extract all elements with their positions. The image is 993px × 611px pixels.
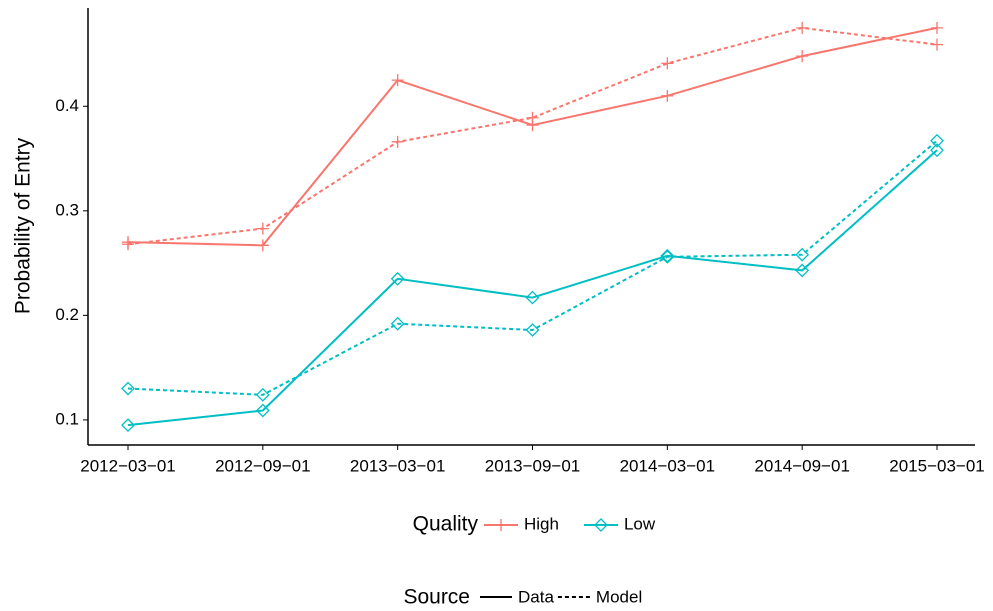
marker — [660, 249, 675, 264]
marker — [796, 21, 809, 34]
y-tick-label: 0.2 — [55, 305, 79, 324]
legend-label: Model — [596, 587, 642, 606]
series-line — [127, 149, 938, 427]
marker — [121, 418, 135, 433]
series-line — [127, 140, 938, 396]
x-tick-label: 2013−09−01 — [485, 456, 581, 475]
marker — [660, 248, 675, 263]
y-tick-label: 0.3 — [55, 200, 79, 219]
legend-label: High — [524, 514, 559, 533]
marker — [526, 111, 539, 124]
legend-title: Source — [403, 586, 470, 609]
legend-title: Quality — [413, 513, 479, 536]
marker — [930, 133, 944, 148]
marker — [256, 222, 269, 235]
x-tick-label: 2014−03−01 — [620, 456, 716, 475]
marker — [122, 238, 134, 251]
series-line — [127, 26, 938, 247]
marker — [391, 74, 404, 87]
marker — [256, 239, 269, 252]
marker — [525, 323, 540, 337]
y-tick-label: 0.1 — [55, 409, 79, 428]
marker — [495, 519, 507, 531]
x-tick-label: 2012−09−01 — [215, 456, 311, 475]
marker — [931, 21, 943, 34]
x-tick-label: 2015−03−01 — [889, 456, 985, 475]
marker — [255, 387, 270, 402]
marker — [255, 403, 270, 418]
marker — [390, 316, 405, 331]
marker — [525, 290, 540, 305]
legend-label: Low — [624, 514, 656, 533]
marker — [594, 518, 608, 532]
marker — [795, 263, 810, 278]
x-tick-label: 2014−09−01 — [754, 456, 850, 475]
marker — [121, 381, 135, 396]
x-tick-label: 2012−03−01 — [80, 456, 176, 475]
marker — [661, 57, 674, 70]
marker — [796, 50, 809, 63]
series-line — [127, 26, 938, 246]
marker — [795, 247, 810, 262]
marker — [930, 143, 944, 158]
y-tick-label: 0.4 — [55, 96, 79, 115]
marker — [391, 135, 404, 148]
marker — [390, 271, 405, 286]
y-axis-title: Probability of Entry — [12, 137, 35, 314]
x-tick-label: 2013−03−01 — [350, 456, 446, 475]
marker — [661, 89, 674, 102]
marker — [931, 38, 943, 51]
legend-label: Data — [518, 587, 554, 606]
